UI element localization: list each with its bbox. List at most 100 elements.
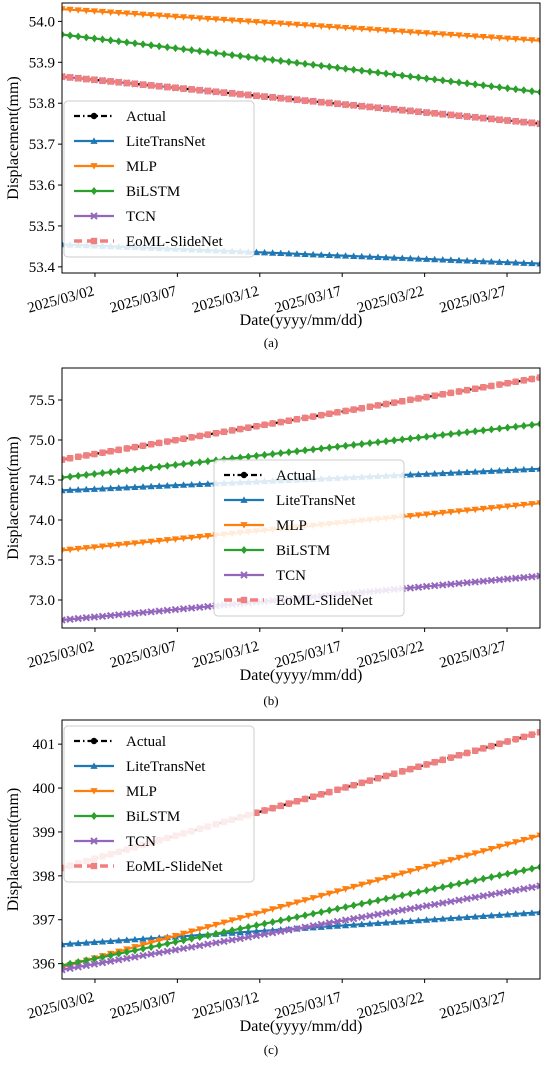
data-point xyxy=(188,934,195,943)
data-point xyxy=(147,608,155,616)
y-tick-label: 73.5 xyxy=(29,553,55,569)
data-point xyxy=(382,909,390,917)
data-point xyxy=(66,472,74,481)
data-point xyxy=(260,908,269,915)
data-point xyxy=(318,98,325,106)
data-point xyxy=(455,579,463,588)
data-point xyxy=(374,877,382,884)
data-point xyxy=(164,939,171,948)
data-point xyxy=(350,781,357,789)
y-tick-label: 398 xyxy=(33,869,56,885)
data-point xyxy=(399,768,406,775)
data-point xyxy=(463,468,471,475)
data-point xyxy=(171,946,180,954)
data-point xyxy=(374,68,382,77)
data-point xyxy=(487,467,495,474)
data-point xyxy=(471,114,479,121)
data-point xyxy=(261,919,268,928)
legend-entry: EoML-SlideNet xyxy=(74,234,223,250)
data-point xyxy=(341,916,350,924)
data-point xyxy=(147,943,155,952)
data-point xyxy=(511,574,520,582)
data-point xyxy=(366,103,374,111)
data-point xyxy=(188,459,195,468)
data-point xyxy=(62,486,66,494)
data-point xyxy=(326,788,333,796)
data-point xyxy=(131,443,139,451)
data-point xyxy=(390,907,398,916)
data-point xyxy=(423,761,430,768)
legend-entry: Actual xyxy=(74,734,166,750)
data-point xyxy=(414,903,423,911)
data-point xyxy=(536,863,540,872)
data-point xyxy=(318,411,325,419)
data-point xyxy=(293,924,301,933)
data-point xyxy=(334,442,341,451)
x-axis-label: Date(yyyy/mm/dd) xyxy=(240,667,363,684)
data-point xyxy=(423,393,430,401)
data-point xyxy=(236,915,244,922)
legend-label: BiLSTM xyxy=(126,809,180,825)
legend-marker xyxy=(90,187,98,195)
data-point xyxy=(503,887,512,896)
data-point xyxy=(390,770,398,777)
data-point xyxy=(277,904,285,911)
legend-label: MLP xyxy=(276,518,307,534)
data-point xyxy=(269,55,276,64)
data-point xyxy=(471,468,479,475)
data-point xyxy=(115,37,122,46)
data-point xyxy=(260,248,269,256)
data-point xyxy=(245,91,252,99)
data-point xyxy=(139,442,147,449)
data-point xyxy=(504,117,511,124)
data-point xyxy=(495,911,504,918)
data-point xyxy=(301,250,309,258)
data-point xyxy=(536,374,540,381)
data-point xyxy=(390,28,398,35)
data-point xyxy=(252,910,261,918)
data-point xyxy=(455,112,463,119)
data-point xyxy=(374,253,382,260)
data-point xyxy=(179,14,188,21)
data-point xyxy=(431,758,438,766)
data-point xyxy=(318,444,325,453)
data-point xyxy=(204,457,212,466)
data-point xyxy=(260,19,269,27)
panel-label: (a) xyxy=(264,335,278,350)
x-axis-label: Date(yyyy/mm/dd) xyxy=(240,312,363,329)
data-point xyxy=(407,889,414,898)
data-point xyxy=(398,906,406,914)
data-point xyxy=(407,434,414,443)
data-point xyxy=(358,881,366,889)
data-point xyxy=(179,535,188,542)
data-point xyxy=(228,926,236,935)
data-point xyxy=(253,54,260,62)
data-point xyxy=(422,470,431,477)
data-point xyxy=(66,615,74,623)
data-point xyxy=(528,501,536,508)
data-point xyxy=(228,17,236,24)
data-point xyxy=(179,944,188,953)
data-point xyxy=(147,463,155,472)
y-tick-label: 401 xyxy=(33,737,56,753)
data-point xyxy=(447,857,455,864)
x-tick-label: 2025/03/07 xyxy=(108,283,179,316)
data-point xyxy=(358,779,365,787)
data-point xyxy=(277,56,284,65)
data-point xyxy=(261,807,268,814)
data-point xyxy=(503,841,512,848)
data-point xyxy=(147,482,155,490)
data-point xyxy=(244,933,253,941)
data-point xyxy=(172,938,179,947)
data-point xyxy=(496,381,503,388)
data-point xyxy=(406,868,414,875)
data-point xyxy=(439,509,447,517)
data-point xyxy=(358,404,365,412)
legend-marker xyxy=(240,522,248,529)
legend-entry: Actual xyxy=(74,109,166,125)
data-point xyxy=(62,940,66,948)
data-point xyxy=(512,259,520,266)
data-point xyxy=(253,809,260,816)
data-point xyxy=(455,914,463,921)
data-point xyxy=(253,92,260,99)
